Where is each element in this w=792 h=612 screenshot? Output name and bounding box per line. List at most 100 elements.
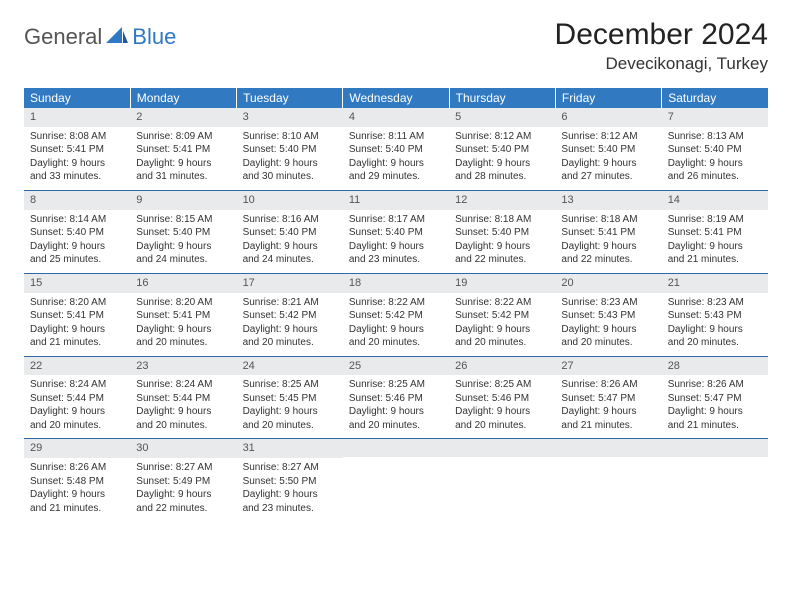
day-body: Sunrise: 8:19 AMSunset: 5:41 PMDaylight:… [662, 210, 768, 273]
day-body: Sunrise: 8:20 AMSunset: 5:41 PMDaylight:… [130, 293, 236, 356]
sunset-line: Sunset: 5:46 PM [455, 392, 549, 406]
empty-day-body [555, 457, 661, 513]
day-number: 5 [449, 108, 555, 127]
day-body: Sunrise: 8:22 AMSunset: 5:42 PMDaylight:… [449, 293, 555, 356]
daylight-line: Daylight: 9 hours and 20 minutes. [561, 323, 655, 350]
sunset-line: Sunset: 5:40 PM [455, 143, 549, 157]
calendar-cell: 24Sunrise: 8:25 AMSunset: 5:45 PMDayligh… [237, 356, 343, 439]
daylight-line: Daylight: 9 hours and 20 minutes. [455, 323, 549, 350]
day-body: Sunrise: 8:25 AMSunset: 5:46 PMDaylight:… [343, 375, 449, 438]
sunrise-line: Sunrise: 8:12 AM [455, 130, 549, 144]
day-body: Sunrise: 8:24 AMSunset: 5:44 PMDaylight:… [24, 375, 130, 438]
daylight-line: Daylight: 9 hours and 20 minutes. [136, 323, 230, 350]
day-number: 24 [237, 357, 343, 376]
day-body: Sunrise: 8:23 AMSunset: 5:43 PMDaylight:… [662, 293, 768, 356]
location: Devecikonagi, Turkey [555, 54, 768, 74]
day-number: 2 [130, 108, 236, 127]
calendar-cell: 23Sunrise: 8:24 AMSunset: 5:44 PMDayligh… [130, 356, 236, 439]
daylight-line: Daylight: 9 hours and 21 minutes. [561, 405, 655, 432]
logo-text-general: General [24, 24, 102, 50]
calendar-cell: 31Sunrise: 8:27 AMSunset: 5:50 PMDayligh… [237, 439, 343, 521]
day-number: 29 [24, 439, 130, 458]
empty-day-number [662, 439, 768, 457]
day-number: 30 [130, 439, 236, 458]
sunset-line: Sunset: 5:41 PM [136, 143, 230, 157]
sunset-line: Sunset: 5:49 PM [136, 475, 230, 489]
calendar-cell: 6Sunrise: 8:12 AMSunset: 5:40 PMDaylight… [555, 108, 661, 190]
calendar-cell: 19Sunrise: 8:22 AMSunset: 5:42 PMDayligh… [449, 273, 555, 356]
logo-text-blue: Blue [132, 24, 176, 50]
day-number: 3 [237, 108, 343, 127]
sunset-line: Sunset: 5:50 PM [243, 475, 337, 489]
daylight-line: Daylight: 9 hours and 22 minutes. [455, 240, 549, 267]
calendar-cell: 10Sunrise: 8:16 AMSunset: 5:40 PMDayligh… [237, 190, 343, 273]
sunrise-line: Sunrise: 8:24 AM [30, 378, 124, 392]
daylight-line: Daylight: 9 hours and 29 minutes. [349, 157, 443, 184]
daylight-line: Daylight: 9 hours and 23 minutes. [243, 488, 337, 515]
sunrise-line: Sunrise: 8:14 AM [30, 213, 124, 227]
day-body: Sunrise: 8:27 AMSunset: 5:50 PMDaylight:… [237, 458, 343, 521]
daylight-line: Daylight: 9 hours and 20 minutes. [349, 405, 443, 432]
day-header: Sunday [24, 88, 130, 108]
daylight-line: Daylight: 9 hours and 28 minutes. [455, 157, 549, 184]
day-body: Sunrise: 8:08 AMSunset: 5:41 PMDaylight:… [24, 127, 130, 190]
sunset-line: Sunset: 5:44 PM [136, 392, 230, 406]
day-body: Sunrise: 8:09 AMSunset: 5:41 PMDaylight:… [130, 127, 236, 190]
sunset-line: Sunset: 5:44 PM [30, 392, 124, 406]
sunrise-line: Sunrise: 8:20 AM [30, 296, 124, 310]
daylight-line: Daylight: 9 hours and 24 minutes. [243, 240, 337, 267]
day-body: Sunrise: 8:15 AMSunset: 5:40 PMDaylight:… [130, 210, 236, 273]
day-body: Sunrise: 8:27 AMSunset: 5:49 PMDaylight:… [130, 458, 236, 521]
calendar-cell [343, 439, 449, 521]
sunrise-line: Sunrise: 8:22 AM [349, 296, 443, 310]
sunrise-line: Sunrise: 8:26 AM [561, 378, 655, 392]
day-header: Friday [555, 88, 661, 108]
day-number: 17 [237, 274, 343, 293]
day-number: 21 [662, 274, 768, 293]
day-body: Sunrise: 8:18 AMSunset: 5:40 PMDaylight:… [449, 210, 555, 273]
calendar-cell: 22Sunrise: 8:24 AMSunset: 5:44 PMDayligh… [24, 356, 130, 439]
day-body: Sunrise: 8:26 AMSunset: 5:47 PMDaylight:… [662, 375, 768, 438]
day-body: Sunrise: 8:14 AMSunset: 5:40 PMDaylight:… [24, 210, 130, 273]
day-header: Thursday [449, 88, 555, 108]
daylight-line: Daylight: 9 hours and 30 minutes. [243, 157, 337, 184]
sunrise-line: Sunrise: 8:23 AM [668, 296, 762, 310]
calendar-cell [555, 439, 661, 521]
day-body: Sunrise: 8:13 AMSunset: 5:40 PMDaylight:… [662, 127, 768, 190]
sunset-line: Sunset: 5:40 PM [668, 143, 762, 157]
sunset-line: Sunset: 5:41 PM [668, 226, 762, 240]
sunset-line: Sunset: 5:42 PM [243, 309, 337, 323]
day-number: 19 [449, 274, 555, 293]
sunset-line: Sunset: 5:42 PM [349, 309, 443, 323]
sunset-line: Sunset: 5:40 PM [30, 226, 124, 240]
sunrise-line: Sunrise: 8:10 AM [243, 130, 337, 144]
day-number: 20 [555, 274, 661, 293]
header: General Blue December 2024 Devecikonagi,… [24, 18, 768, 74]
day-number: 13 [555, 191, 661, 210]
day-body: Sunrise: 8:23 AMSunset: 5:43 PMDaylight:… [555, 293, 661, 356]
sunrise-line: Sunrise: 8:19 AM [668, 213, 762, 227]
day-number: 9 [130, 191, 236, 210]
daylight-line: Daylight: 9 hours and 22 minutes. [561, 240, 655, 267]
empty-day-body [662, 457, 768, 513]
sunset-line: Sunset: 5:41 PM [136, 309, 230, 323]
daylight-line: Daylight: 9 hours and 27 minutes. [561, 157, 655, 184]
day-body: Sunrise: 8:24 AMSunset: 5:44 PMDaylight:… [130, 375, 236, 438]
sunrise-line: Sunrise: 8:20 AM [136, 296, 230, 310]
day-body: Sunrise: 8:22 AMSunset: 5:42 PMDaylight:… [343, 293, 449, 356]
sunrise-line: Sunrise: 8:21 AM [243, 296, 337, 310]
daylight-line: Daylight: 9 hours and 26 minutes. [668, 157, 762, 184]
day-body: Sunrise: 8:25 AMSunset: 5:46 PMDaylight:… [449, 375, 555, 438]
calendar-cell: 9Sunrise: 8:15 AMSunset: 5:40 PMDaylight… [130, 190, 236, 273]
calendar-cell: 27Sunrise: 8:26 AMSunset: 5:47 PMDayligh… [555, 356, 661, 439]
calendar-cell: 8Sunrise: 8:14 AMSunset: 5:40 PMDaylight… [24, 190, 130, 273]
sunrise-line: Sunrise: 8:25 AM [455, 378, 549, 392]
day-number: 8 [24, 191, 130, 210]
calendar-cell: 2Sunrise: 8:09 AMSunset: 5:41 PMDaylight… [130, 108, 236, 190]
sunset-line: Sunset: 5:42 PM [455, 309, 549, 323]
calendar-cell: 21Sunrise: 8:23 AMSunset: 5:43 PMDayligh… [662, 273, 768, 356]
day-number: 11 [343, 191, 449, 210]
daylight-line: Daylight: 9 hours and 20 minutes. [243, 405, 337, 432]
sunrise-line: Sunrise: 8:15 AM [136, 213, 230, 227]
day-number: 22 [24, 357, 130, 376]
